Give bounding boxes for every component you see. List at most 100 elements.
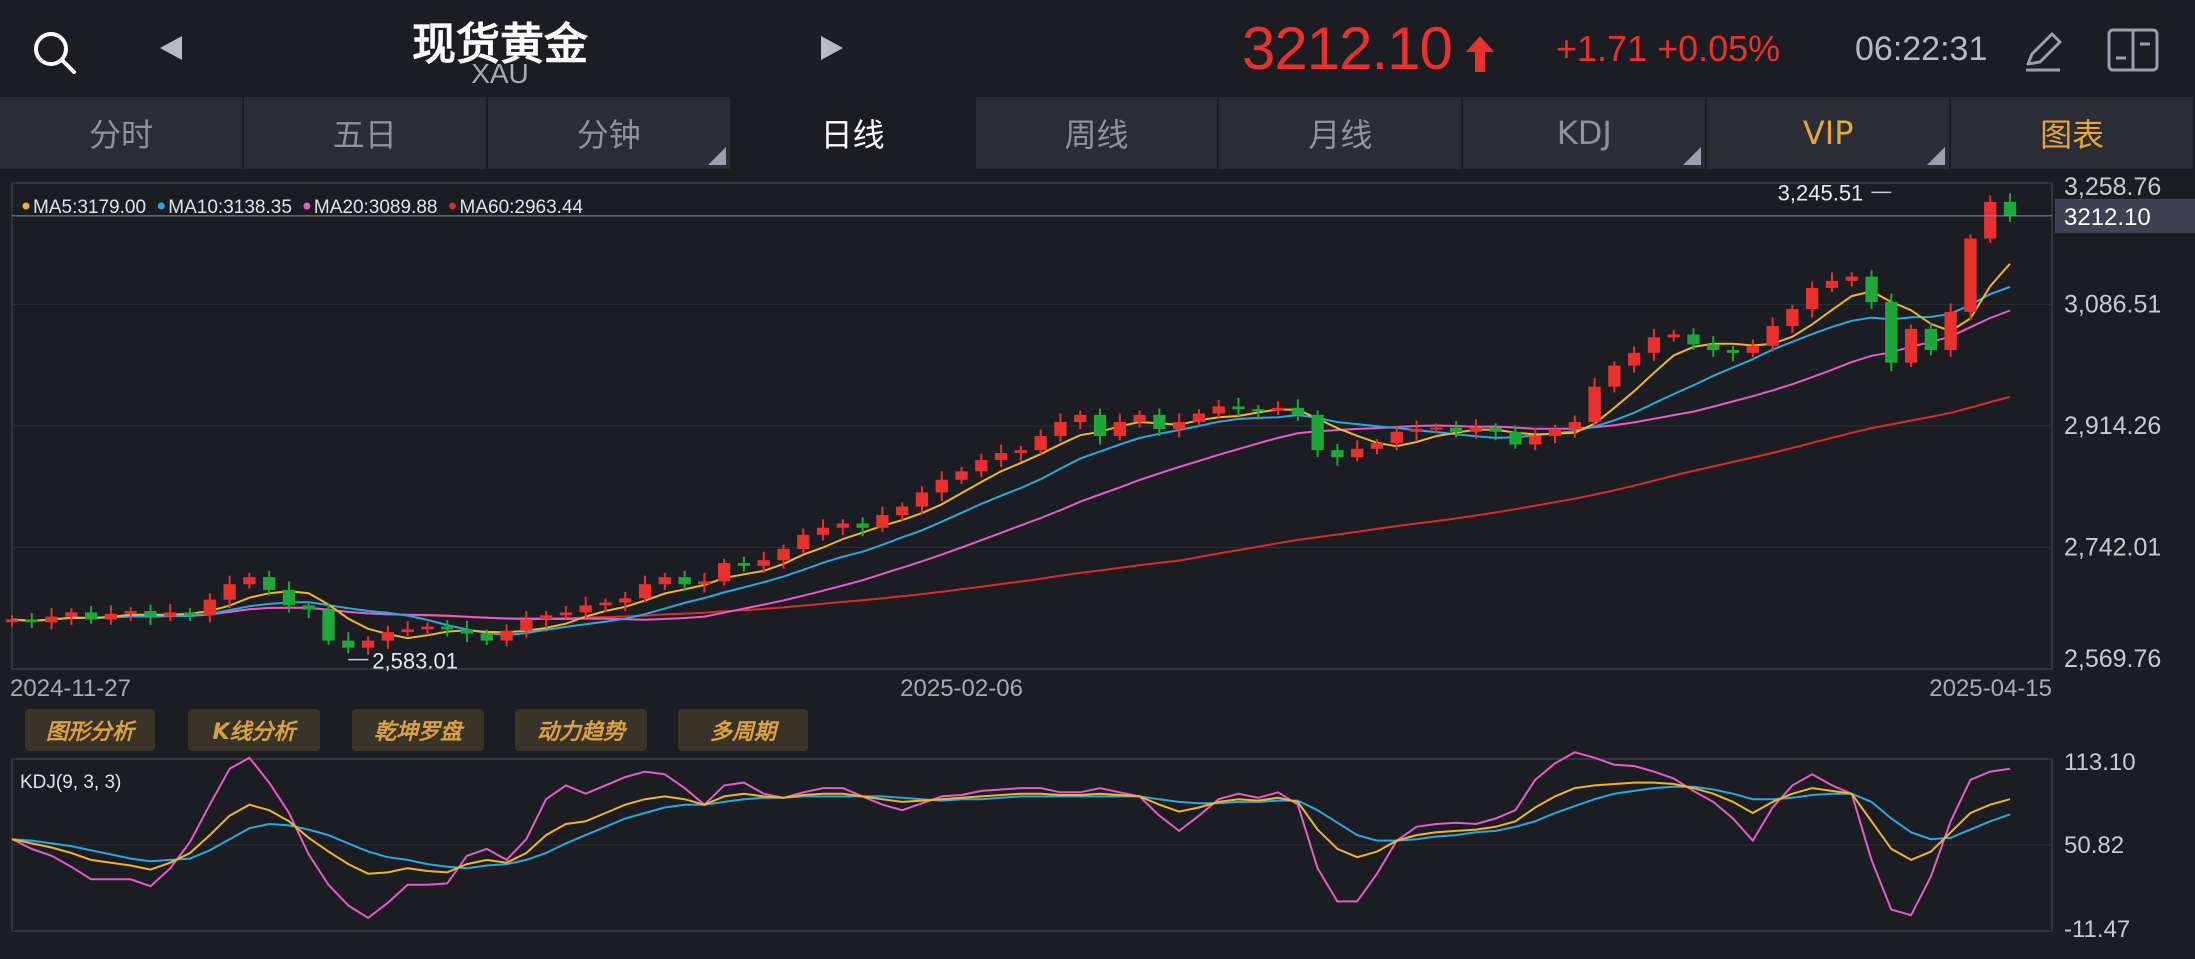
- tab-monthly[interactable]: 月线: [1219, 97, 1464, 169]
- tab-kdj[interactable]: KDJ: [1463, 97, 1708, 169]
- candle-body: [816, 527, 830, 535]
- candle-body: [797, 534, 810, 549]
- legend-dot: [449, 202, 456, 210]
- tab-chart[interactable]: 图表: [1951, 97, 2195, 169]
- candle-body: [1252, 409, 1265, 412]
- tab-five-day[interactable]: 五日: [243, 97, 488, 169]
- search-icon[interactable]: [30, 28, 80, 78]
- candle-body: [1074, 414, 1087, 422]
- candle-body: [1568, 421, 1581, 430]
- layout-icon[interactable]: [2106, 26, 2160, 76]
- tab-label: 周线: [1064, 116, 1129, 154]
- tab-label: 分时: [88, 116, 153, 154]
- candle-body: [25, 619, 38, 623]
- candle-body: [579, 605, 592, 613]
- candle-body: [65, 612, 78, 617]
- candle-body: [1628, 352, 1641, 366]
- candle-body: [460, 629, 474, 634]
- candle-body: [915, 492, 929, 507]
- candle-body: [263, 577, 276, 590]
- candle-body: [361, 640, 375, 648]
- candle-body: [975, 460, 988, 472]
- candle-body: [896, 506, 909, 516]
- candle-body: [539, 615, 553, 620]
- candle-body: [737, 563, 751, 566]
- x-axis-label: 2025-02-06: [900, 675, 1023, 702]
- prev-arrow-icon[interactable]: [160, 36, 182, 60]
- candle-body: [5, 619, 19, 623]
- candle-body: [638, 584, 652, 599]
- candle-body: [1489, 427, 1502, 432]
- kdj-y-tick-label: 113.10: [2064, 749, 2136, 776]
- candle-body: [658, 577, 671, 585]
- candle-body: [1904, 328, 1918, 363]
- x-axis-label: 2024-11-27: [10, 675, 131, 702]
- candle-body: [856, 523, 869, 528]
- candle-body: [2003, 201, 2017, 216]
- tab-minute[interactable]: 分钟: [487, 97, 732, 169]
- main-chart-grid: [12, 304, 2052, 548]
- candle-body: [282, 589, 296, 606]
- candle-body: [718, 563, 731, 582]
- dropdown-corner-icon: [1927, 147, 1946, 165]
- tool-graphic-analysis[interactable]: 图形分析: [25, 709, 155, 751]
- candle-body: [1054, 421, 1067, 437]
- candle-body: [757, 560, 770, 566]
- ma60-line: [11, 395, 2011, 622]
- ma20-line: [11, 309, 2011, 622]
- candle-body: [1588, 386, 1601, 422]
- header-bar: 现货黄金 XAU 3212.10 +1.71 +0.05% 06:22:31: [0, 0, 2195, 97]
- candle-body: [698, 581, 711, 585]
- kdj-d-line: [11, 785, 2011, 870]
- candle-body: [342, 640, 355, 648]
- x-axis-label: 2025-04-15: [1929, 675, 2052, 702]
- candle-body: [1311, 414, 1324, 451]
- y-tick-label: 2,742.01: [2064, 534, 2161, 562]
- candle-body: [1133, 414, 1146, 422]
- candle-body: [1014, 450, 1028, 453]
- kdj-k-line: [11, 781, 2011, 875]
- dropdown-corner-icon: [1683, 147, 1702, 165]
- tab-intraday[interactable]: 分时: [0, 97, 244, 169]
- candle-body: [1825, 280, 1839, 288]
- tool-momentum-trend[interactable]: 动力趋势: [515, 709, 647, 751]
- kdj-y-tick-label: -11.47: [2064, 916, 2130, 943]
- tab-weekly[interactable]: 周线: [975, 97, 1220, 169]
- tab-label: 五日: [332, 116, 397, 154]
- legend-item: MA5:3179.00: [33, 197, 146, 218]
- low-marker-label: 2,583.01: [372, 649, 458, 674]
- next-arrow-icon[interactable]: [821, 36, 843, 60]
- candle-body: [1786, 309, 1799, 327]
- tab-vip[interactable]: VIP: [1707, 97, 1952, 169]
- candle-body: [1153, 414, 1166, 430]
- candle-body: [559, 612, 573, 616]
- candle-body: [45, 616, 58, 623]
- candle-body: [836, 523, 849, 528]
- candle-body: [1113, 421, 1126, 437]
- instrument-title: 现货黄金: [412, 19, 588, 70]
- candle-body: [1687, 334, 1700, 345]
- tab-daily[interactable]: 日线: [731, 97, 976, 169]
- tool-compass[interactable]: 乾坤罗盘: [352, 709, 484, 751]
- price-chart[interactable]: 3,258.76 3,086.51 2,914.26 2,742.01 2,569.76…: [0, 169, 2195, 959]
- candle-body: [1271, 407, 1285, 411]
- candle-body: [1984, 201, 1997, 239]
- tool-kline-analysis[interactable]: K线分析: [188, 709, 320, 751]
- candle-body: [1449, 427, 1463, 432]
- candle-body: [1173, 421, 1186, 430]
- candle-body: [1746, 345, 1759, 353]
- instrument-code: XAU: [471, 58, 529, 89]
- candle-body: [243, 577, 256, 585]
- legend-dot: [303, 202, 311, 210]
- candle-body: [480, 633, 493, 641]
- pen-icon[interactable]: [2020, 28, 2066, 74]
- candle-body: [1034, 436, 1047, 451]
- kdj-y-tick-label: 50.82: [2064, 832, 2124, 859]
- tool-multi-period[interactable]: 多周期: [678, 709, 808, 751]
- dropdown-corner-icon: [707, 147, 726, 165]
- kdj-j-line: [11, 751, 2011, 920]
- y-tick-label: 3,258.76: [2064, 173, 2161, 201]
- ma5-line: [11, 263, 2011, 640]
- candle-body: [1608, 365, 1621, 387]
- candles: [5, 193, 2017, 655]
